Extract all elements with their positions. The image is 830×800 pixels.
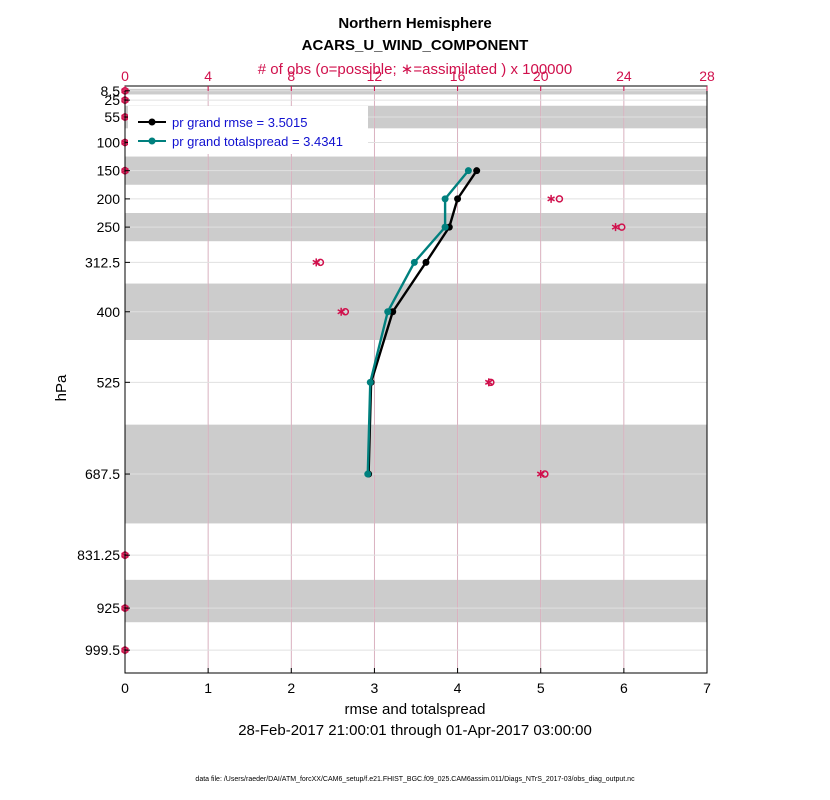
rmse-point: [389, 308, 397, 316]
y-tick-label: 200: [97, 191, 121, 207]
asterisk-stroke: [536, 471, 545, 477]
y-tick-label: 250: [97, 219, 121, 235]
totalspread-point: [364, 470, 372, 478]
x-tick-label: 0: [121, 680, 129, 696]
top-tick-label: 8: [287, 68, 295, 84]
asterisk-stroke: [312, 259, 321, 266]
legend-rmse-marker: [148, 118, 156, 126]
chart-subtitle: ACARS_U_WIND_COMPONENT: [302, 37, 529, 54]
y-tick-label: 687.5: [85, 466, 120, 482]
top-tick-label: 28: [699, 68, 715, 84]
y-tick-label: 25: [104, 92, 120, 108]
data-file-footer: data file: /Users/raeder/DAI/ATM_forcXX/…: [195, 776, 635, 783]
asterisk-stroke: [337, 309, 346, 315]
y-tick-label: 831.25: [77, 547, 120, 563]
rmse-point: [454, 195, 462, 203]
x-tick-label: 4: [454, 680, 462, 696]
y-tick-label: 55: [104, 109, 120, 125]
top-tick-label: 16: [450, 68, 466, 84]
ticks-layer: 0 1 2 3 4 5 6 70 4 8 12 16 20 24 288.52555100150200250…: [77, 68, 715, 696]
y-tick-label: 525: [97, 374, 121, 390]
top-tick-label: 12: [367, 68, 383, 84]
date-range: 28-Feb-2017 21:00:01 through 01-Apr-2017…: [238, 722, 592, 739]
top-tick-label: 4: [204, 68, 212, 84]
y-axis-label: hPa: [53, 374, 70, 401]
x-tick-label: 7: [703, 680, 711, 696]
obs-assimilated-marker: [611, 223, 620, 232]
y-tick-label: 925: [97, 600, 121, 616]
x-tick-label: 3: [371, 680, 379, 696]
obs-possible-marker: [555, 195, 564, 203]
top-tick-label: 24: [616, 68, 632, 84]
rmse-point: [422, 258, 430, 266]
y-tick-label: 999.5: [85, 642, 120, 658]
obs-assimilated-marker: [337, 307, 346, 316]
x-tick-label: 1: [204, 680, 212, 696]
top-tick-label: 0: [121, 68, 129, 84]
top-tick-label: 20: [533, 68, 549, 84]
y-tick-label: 150: [97, 163, 121, 179]
plot-frame: [124, 85, 708, 674]
rmse-point: [473, 167, 481, 175]
totalspread-point: [366, 378, 374, 386]
x-tick-label: 6: [620, 680, 628, 696]
legend: pr grand rmse = 3.5015 pr grand totalspr…: [128, 106, 368, 154]
shaded-band: [125, 88, 707, 95]
totalspread-point: [384, 308, 392, 316]
legend-spread-label: pr grand totalspread = 3.4341: [172, 134, 343, 149]
totalspread-point: [441, 223, 449, 231]
y-tick-label: 312.5: [85, 254, 120, 270]
asterisk-stroke: [547, 196, 555, 202]
legend-box: [128, 106, 368, 154]
obs-possible-marker: [618, 223, 626, 231]
chart-title: Northern Hemisphere: [338, 15, 491, 32]
series-layer: [364, 167, 481, 478]
y-tick-label: 400: [97, 304, 121, 320]
totalspread-point: [441, 195, 449, 203]
y-tick-label: 100: [97, 134, 121, 150]
shaded-bands-layer: [125, 88, 707, 623]
totalspread-point: [464, 167, 472, 175]
x-tick-label: 2: [287, 680, 295, 696]
obs-assimilated-marker: [312, 258, 321, 267]
obs-assimilated-marker: [484, 378, 493, 387]
shaded-band: [125, 579, 707, 623]
obs-assimilated-marker: [547, 194, 555, 203]
x-tick-label: 5: [537, 680, 545, 696]
top-axis-label: # of obs (o=possible; ∗=assimilated ) x …: [258, 61, 572, 78]
asterisk-stroke: [484, 379, 493, 385]
asterisk-stroke: [611, 224, 620, 230]
legend-spread-marker: [148, 137, 156, 145]
y-tick-label: 8.5: [101, 83, 121, 99]
x-axis-label: rmse and totalspread: [345, 701, 486, 718]
obs-assimilated-marker: [536, 470, 545, 479]
legend-rmse-label: pr grand rmse = 3.5015: [172, 115, 308, 130]
totalspread-point: [410, 258, 418, 266]
